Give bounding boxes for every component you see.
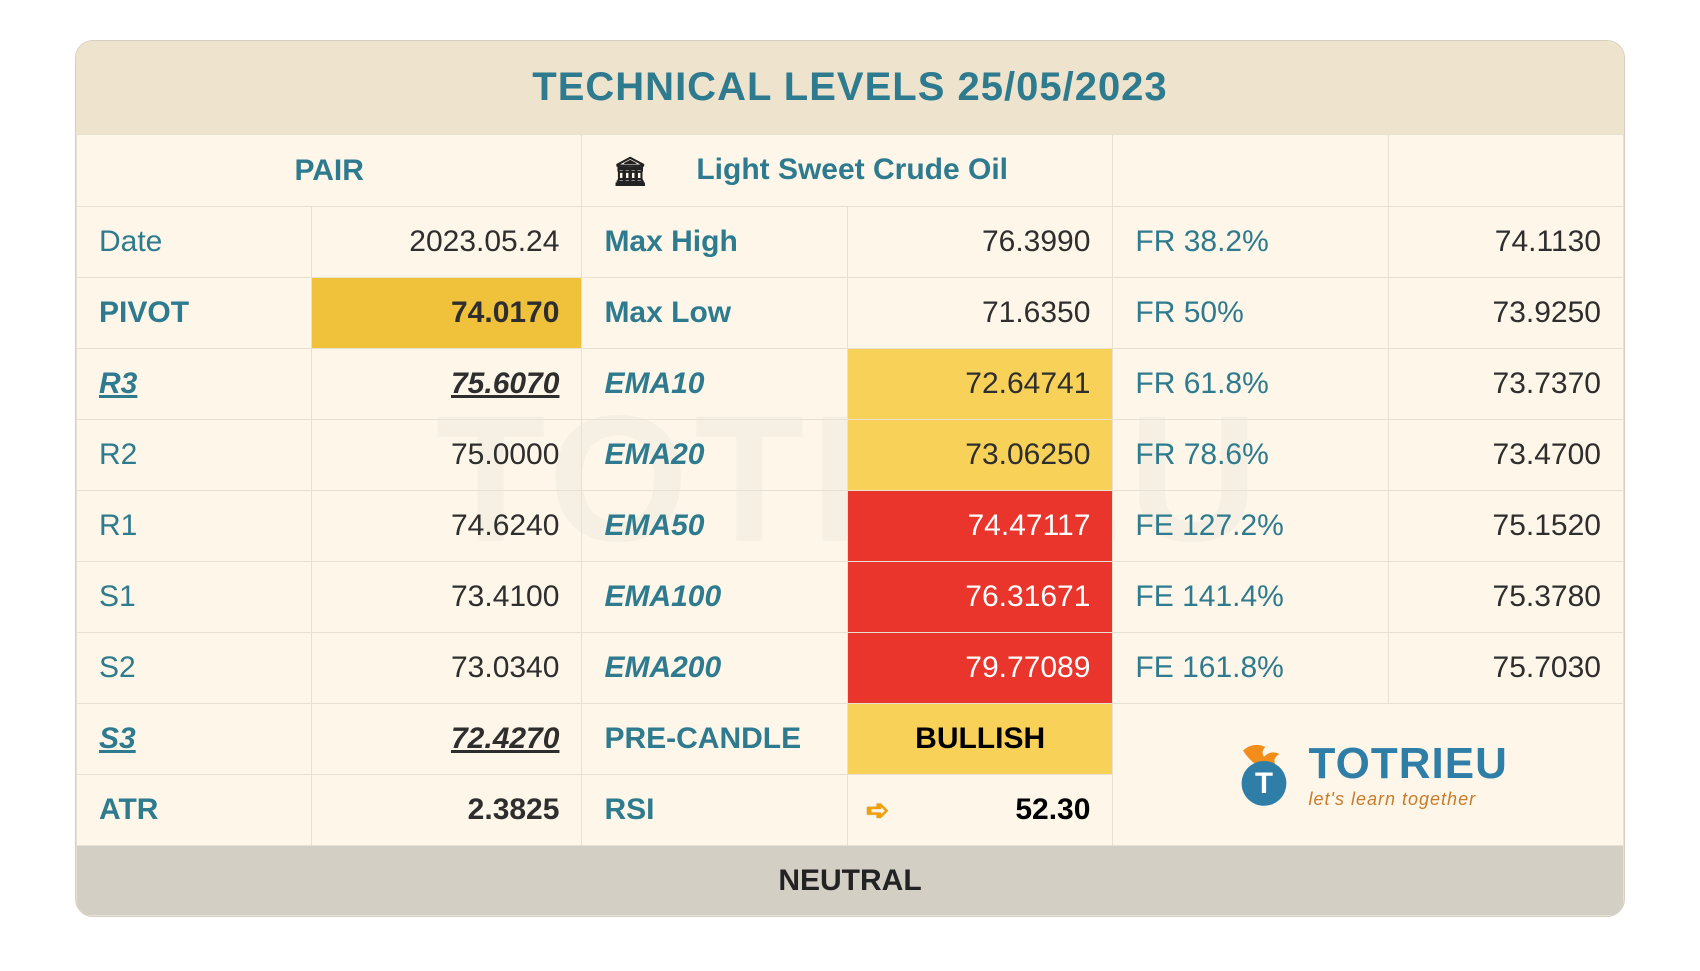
pair-header: PAIR: [77, 135, 582, 207]
stat-label: EMA10: [582, 349, 847, 420]
level-value: 75.0000: [311, 420, 582, 491]
stat-label: EMA50: [582, 491, 847, 562]
stat-label: EMA200: [582, 633, 847, 704]
fibo-value: 75.3780: [1389, 562, 1624, 633]
level-value: 2023.05.24: [311, 207, 582, 278]
level-value: 73.0340: [311, 633, 582, 704]
stat-label: EMA20: [582, 420, 847, 491]
stat-value: ➪52.30: [847, 775, 1112, 846]
logo-name: TOTRIEU: [1309, 742, 1508, 786]
level-value: 74.6240: [311, 491, 582, 562]
level-value: 73.4100: [311, 562, 582, 633]
level-label: S3: [77, 704, 312, 775]
stat-label: Max Low: [582, 278, 847, 349]
fibo-label: FE 127.2%: [1113, 491, 1389, 562]
instrument-name: Light Sweet Crude Oil: [696, 153, 1008, 186]
page-title: TECHNICAL LEVELS 25/05/2023: [86, 65, 1614, 110]
fibo-value: 74.1130: [1389, 207, 1624, 278]
svg-text:T: T: [1255, 767, 1273, 800]
fibo-label: FR 50%: [1113, 278, 1389, 349]
level-label: S2: [77, 633, 312, 704]
level-value: 74.0170: [311, 278, 582, 349]
stat-value: BULLISH: [847, 704, 1112, 775]
stat-value: 71.6350: [847, 278, 1112, 349]
empty-header-1: [1113, 135, 1389, 207]
stat-value: 76.3990: [847, 207, 1112, 278]
level-label: PIVOT: [77, 278, 312, 349]
level-label: Date: [77, 207, 312, 278]
stat-value: 72.64741: [847, 349, 1112, 420]
fibo-value: 73.9250: [1389, 278, 1624, 349]
levels-table: PAIR 🏛 Light Sweet Crude Oil Date2023.05…: [76, 134, 1624, 916]
fibo-value: 75.1520: [1389, 491, 1624, 562]
level-value: 2.3825: [311, 775, 582, 846]
title-bar: TECHNICAL LEVELS 25/05/2023: [76, 41, 1624, 134]
level-value: 75.6070: [311, 349, 582, 420]
stat-value: 76.31671: [847, 562, 1112, 633]
fibo-label: FR 38.2%: [1113, 207, 1389, 278]
stat-label: EMA100: [582, 562, 847, 633]
level-label: ATR: [77, 775, 312, 846]
stat-label: Max High: [582, 207, 847, 278]
fibo-label: FR 61.8%: [1113, 349, 1389, 420]
fibo-label: FE 161.8%: [1113, 633, 1389, 704]
technical-levels-card: TOTRIEU TECHNICAL LEVELS 25/05/2023 PAIR…: [75, 40, 1625, 917]
level-label: S1: [77, 562, 312, 633]
stat-label: PRE-CANDLE: [582, 704, 847, 775]
sentiment-footer: NEUTRAL: [77, 846, 1624, 916]
bank-icon: 🏛: [612, 156, 648, 187]
logo-tagline: let's learn together: [1309, 790, 1508, 808]
stat-value: 74.47117: [847, 491, 1112, 562]
stat-value: 79.77089: [847, 633, 1112, 704]
stat-label: RSI: [582, 775, 847, 846]
fibo-value: 73.7370: [1389, 349, 1624, 420]
level-value: 72.4270: [311, 704, 582, 775]
fibo-value: 75.7030: [1389, 633, 1624, 704]
level-label: R2: [77, 420, 312, 491]
logo-mark-icon: T: [1229, 740, 1299, 810]
level-label: R1: [77, 491, 312, 562]
rsi-arrow-icon: ➪: [866, 794, 889, 827]
fibo-label: FR 78.6%: [1113, 420, 1389, 491]
fibo-label: FE 141.4%: [1113, 562, 1389, 633]
empty-header-2: [1389, 135, 1624, 207]
stat-value: 73.06250: [847, 420, 1112, 491]
brand-logo: T TOTRIEU let's learn together: [1113, 704, 1624, 846]
instrument-header: 🏛 Light Sweet Crude Oil: [582, 135, 1113, 207]
level-label: R3: [77, 349, 312, 420]
fibo-value: 73.4700: [1389, 420, 1624, 491]
